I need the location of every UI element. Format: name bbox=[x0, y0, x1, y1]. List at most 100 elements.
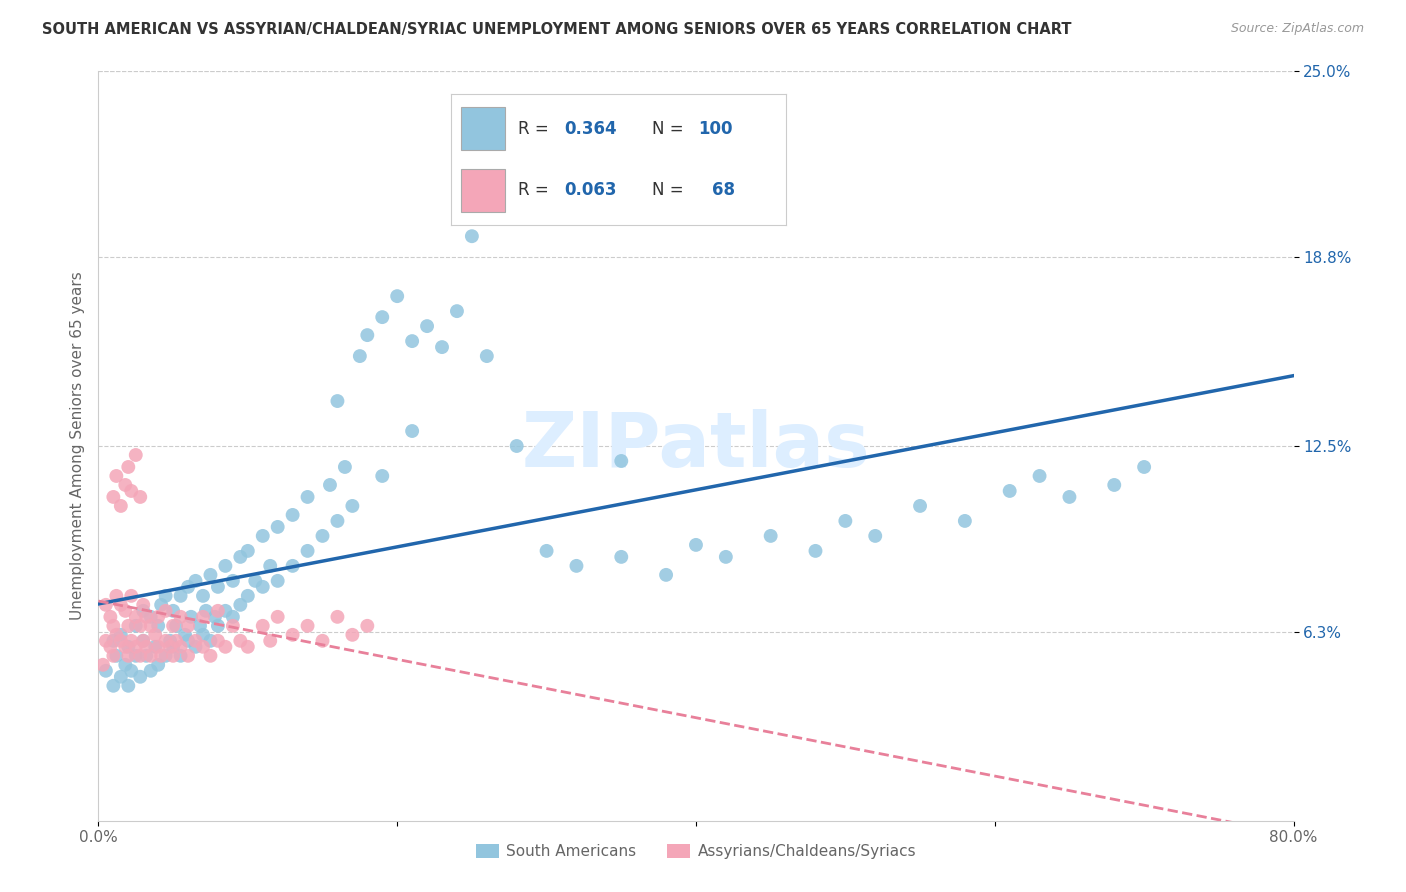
Point bbox=[281, 628, 304, 642]
Point bbox=[169, 640, 191, 654]
Point bbox=[150, 598, 173, 612]
Point bbox=[117, 640, 139, 654]
Point bbox=[117, 619, 139, 633]
Point bbox=[103, 619, 125, 633]
Point bbox=[297, 619, 319, 633]
Point bbox=[103, 679, 125, 693]
Point bbox=[125, 640, 148, 654]
Y-axis label: Unemployment Among Seniors over 65 years: Unemployment Among Seniors over 65 years bbox=[69, 272, 84, 620]
Point bbox=[385, 289, 409, 303]
Point bbox=[169, 648, 191, 663]
Point bbox=[222, 610, 245, 624]
Point bbox=[143, 640, 166, 654]
Point bbox=[162, 619, 184, 633]
Point bbox=[222, 574, 245, 588]
Point bbox=[236, 640, 259, 654]
Point bbox=[759, 529, 782, 543]
Point bbox=[148, 619, 170, 633]
Point bbox=[132, 633, 155, 648]
Point bbox=[177, 633, 200, 648]
Point bbox=[281, 558, 304, 573]
Point bbox=[191, 589, 214, 603]
Point bbox=[114, 604, 136, 618]
Point bbox=[184, 640, 207, 654]
Point bbox=[349, 349, 371, 363]
Point bbox=[148, 657, 170, 672]
Point bbox=[132, 598, 155, 612]
Point bbox=[326, 394, 349, 409]
Point bbox=[207, 619, 229, 633]
Point bbox=[120, 664, 142, 678]
Point bbox=[143, 628, 166, 642]
Point bbox=[105, 648, 128, 663]
Point bbox=[135, 610, 157, 624]
Point bbox=[155, 648, 177, 663]
Point bbox=[184, 633, 207, 648]
Point bbox=[184, 574, 207, 588]
Point bbox=[132, 604, 155, 618]
Point bbox=[177, 648, 200, 663]
Point bbox=[281, 508, 304, 522]
Point bbox=[188, 619, 211, 633]
Point bbox=[120, 483, 142, 498]
Point bbox=[169, 589, 191, 603]
Point bbox=[139, 610, 162, 624]
Point bbox=[536, 544, 558, 558]
Point bbox=[155, 633, 177, 648]
Point bbox=[204, 610, 226, 624]
Point bbox=[159, 633, 181, 648]
Point bbox=[207, 580, 229, 594]
Point bbox=[162, 604, 184, 618]
Point bbox=[110, 628, 132, 642]
Point bbox=[169, 610, 191, 624]
Point bbox=[267, 520, 290, 534]
Point bbox=[356, 328, 378, 343]
Point bbox=[139, 648, 162, 663]
Point bbox=[120, 589, 142, 603]
Point bbox=[267, 610, 290, 624]
Point bbox=[229, 598, 252, 612]
Point bbox=[125, 448, 148, 462]
Point bbox=[129, 490, 152, 504]
Point bbox=[200, 648, 222, 663]
Point bbox=[148, 610, 170, 624]
Point bbox=[1028, 469, 1050, 483]
Legend: South Americans, Assyrians/Chaldeans/Syriacs: South Americans, Assyrians/Chaldeans/Syr… bbox=[470, 838, 922, 865]
Point bbox=[714, 549, 737, 564]
Point bbox=[125, 610, 148, 624]
Point bbox=[259, 558, 281, 573]
Text: Source: ZipAtlas.com: Source: ZipAtlas.com bbox=[1230, 22, 1364, 36]
Point bbox=[311, 529, 333, 543]
Point bbox=[834, 514, 856, 528]
Point bbox=[110, 499, 132, 513]
Point bbox=[1059, 490, 1081, 504]
Point bbox=[98, 610, 122, 624]
Point bbox=[129, 619, 152, 633]
Point bbox=[610, 549, 633, 564]
Point bbox=[191, 610, 214, 624]
Point bbox=[908, 499, 931, 513]
Point bbox=[326, 514, 349, 528]
Point bbox=[162, 648, 184, 663]
Point bbox=[297, 544, 319, 558]
Point bbox=[195, 604, 218, 618]
Point bbox=[103, 648, 125, 663]
Point bbox=[117, 460, 139, 475]
Point bbox=[110, 670, 132, 684]
Point bbox=[103, 633, 125, 648]
Point bbox=[245, 574, 267, 588]
Text: SOUTH AMERICAN VS ASSYRIAN/CHALDEAN/SYRIAC UNEMPLOYMENT AMONG SENIORS OVER 65 YE: SOUTH AMERICAN VS ASSYRIAN/CHALDEAN/SYRI… bbox=[42, 22, 1071, 37]
Point bbox=[610, 454, 633, 468]
Point bbox=[135, 640, 157, 654]
Point bbox=[655, 567, 678, 582]
Point bbox=[94, 598, 117, 612]
Point bbox=[326, 610, 349, 624]
Point bbox=[430, 340, 453, 354]
Point bbox=[565, 558, 588, 573]
Point bbox=[129, 648, 152, 663]
Point bbox=[139, 619, 162, 633]
Point bbox=[125, 619, 148, 633]
Point bbox=[356, 619, 378, 633]
Point bbox=[129, 670, 152, 684]
Point bbox=[150, 648, 173, 663]
